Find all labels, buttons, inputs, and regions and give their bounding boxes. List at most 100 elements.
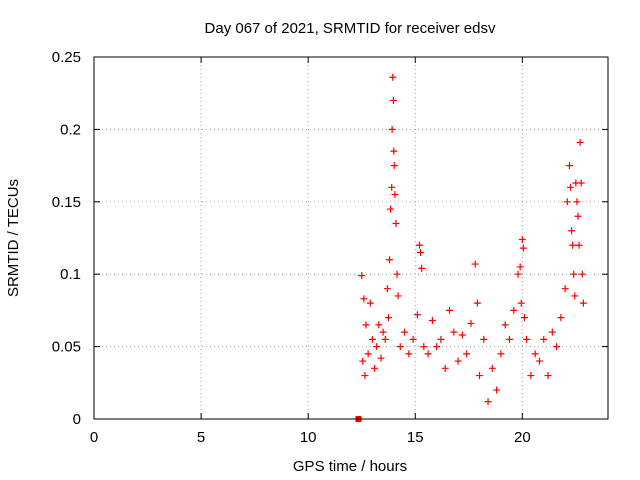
data-point bbox=[362, 321, 370, 329]
x-tick-label: 20 bbox=[514, 429, 531, 446]
data-point bbox=[437, 335, 445, 343]
data-point bbox=[548, 328, 556, 336]
data-point bbox=[576, 138, 584, 146]
data-point bbox=[387, 205, 395, 213]
x-tick-label: 5 bbox=[197, 429, 205, 446]
data-point bbox=[467, 319, 475, 327]
data-point bbox=[388, 125, 396, 133]
data-point bbox=[568, 227, 576, 235]
data-point bbox=[420, 343, 428, 351]
data-point bbox=[379, 328, 387, 336]
data-point bbox=[386, 256, 394, 264]
data-point bbox=[535, 357, 543, 365]
data-point bbox=[514, 270, 522, 278]
data-point bbox=[428, 317, 436, 325]
data-point bbox=[396, 343, 404, 351]
data-point bbox=[358, 272, 366, 280]
data-point bbox=[375, 321, 383, 329]
x-tick-label: 0 bbox=[90, 429, 98, 446]
data-point bbox=[578, 270, 586, 278]
data-point bbox=[501, 321, 509, 329]
data-point bbox=[364, 350, 372, 358]
data-point bbox=[480, 335, 488, 343]
data-point bbox=[405, 350, 413, 358]
y-tick-label: 0.05 bbox=[52, 339, 81, 356]
x-tick-label: 10 bbox=[300, 429, 317, 446]
data-point bbox=[366, 299, 374, 307]
data-point bbox=[377, 354, 385, 362]
y-tick-labels: 0 0.05 0.1 0.15 0.2 0.25 bbox=[52, 49, 81, 428]
data-point bbox=[368, 335, 376, 343]
data-point bbox=[540, 335, 548, 343]
data-point bbox=[371, 364, 379, 372]
data-point bbox=[577, 179, 585, 187]
data-point bbox=[454, 357, 462, 365]
data-point bbox=[571, 292, 579, 300]
data-point bbox=[391, 191, 399, 199]
data-point bbox=[388, 183, 396, 191]
data-point bbox=[563, 198, 571, 206]
data-point bbox=[471, 260, 479, 268]
data-point bbox=[567, 183, 575, 191]
data-point bbox=[361, 372, 369, 380]
data-point bbox=[574, 212, 582, 220]
data-point bbox=[569, 241, 577, 249]
data-point bbox=[493, 386, 501, 394]
data-point bbox=[383, 285, 391, 293]
data-point bbox=[394, 292, 402, 300]
data-point bbox=[389, 96, 397, 104]
data-point bbox=[389, 73, 397, 81]
data-point bbox=[473, 299, 481, 307]
y-tick-label: 0.25 bbox=[52, 49, 81, 66]
y-axis-label: SRMTID / TECUs bbox=[5, 179, 22, 297]
data-point bbox=[416, 241, 424, 249]
data-point bbox=[488, 364, 496, 372]
data-point bbox=[557, 314, 565, 322]
data-point bbox=[516, 263, 524, 271]
data-point bbox=[510, 306, 518, 314]
data-point bbox=[433, 343, 441, 351]
data-point bbox=[570, 270, 578, 278]
data-point bbox=[373, 343, 381, 351]
data-point bbox=[565, 162, 573, 170]
data-point bbox=[484, 398, 492, 406]
data-point bbox=[579, 299, 587, 307]
data-point bbox=[409, 335, 417, 343]
data-point bbox=[497, 350, 505, 358]
data-point bbox=[401, 328, 409, 336]
data-points bbox=[355, 73, 587, 422]
tick-marks bbox=[93, 56, 608, 420]
data-point bbox=[476, 372, 483, 380]
data-point bbox=[384, 314, 392, 322]
y-tick-label: 0 bbox=[73, 411, 81, 428]
data-point bbox=[441, 364, 449, 372]
y-tick-label: 0.15 bbox=[52, 194, 81, 211]
data-point bbox=[446, 306, 454, 314]
data-point bbox=[561, 285, 569, 293]
data-point bbox=[575, 241, 583, 249]
data-point bbox=[531, 350, 539, 358]
data-point bbox=[413, 311, 421, 319]
chart-title: Day 067 of 2021, SRMTID for receiver eds… bbox=[205, 20, 496, 37]
data-point bbox=[518, 235, 526, 243]
data-point bbox=[450, 328, 458, 336]
x-axis-label: GPS time / hours bbox=[293, 458, 407, 475]
x-tick-labels: 0 5 10 15 20 bbox=[90, 429, 531, 446]
data-point bbox=[517, 299, 525, 307]
data-point bbox=[390, 147, 398, 155]
data-point bbox=[519, 244, 527, 252]
data-point bbox=[360, 295, 368, 303]
data-point bbox=[392, 220, 400, 228]
data-point bbox=[463, 350, 471, 358]
data-point bbox=[523, 335, 531, 343]
data-point bbox=[417, 248, 425, 256]
data-point bbox=[573, 198, 581, 206]
data-point bbox=[527, 372, 535, 380]
data-point bbox=[390, 162, 398, 170]
data-point bbox=[553, 343, 561, 351]
y-tick-label: 0.2 bbox=[60, 121, 81, 138]
data-point bbox=[359, 357, 367, 365]
plot-frame bbox=[93, 56, 609, 420]
